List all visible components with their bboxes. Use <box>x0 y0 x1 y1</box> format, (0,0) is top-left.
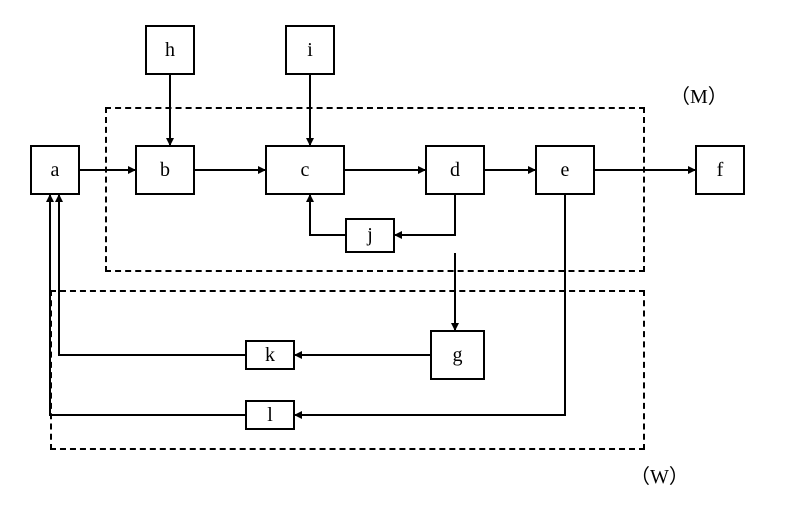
node-k: k <box>245 340 295 370</box>
group-w <box>50 290 645 450</box>
node-f: f <box>695 145 745 195</box>
node-j-label: j <box>367 224 373 247</box>
node-l-label: l <box>267 404 273 427</box>
node-h-label: h <box>165 39 175 62</box>
node-h: h <box>145 25 195 75</box>
node-d: d <box>425 145 485 195</box>
node-e: e <box>535 145 595 195</box>
node-a: a <box>30 145 80 195</box>
node-d-label: d <box>450 159 460 182</box>
node-b: b <box>135 145 195 195</box>
diagram-canvas: （M） （W） a b c d e f g h i j k l <box>0 0 800 507</box>
node-i-label: i <box>307 39 313 62</box>
node-c-label: c <box>301 159 310 182</box>
node-g: g <box>430 330 485 380</box>
node-e-label: e <box>561 159 570 182</box>
group-w-label: （W） <box>630 460 689 489</box>
node-b-label: b <box>160 159 170 182</box>
node-f-label: f <box>717 159 724 182</box>
node-l: l <box>245 400 295 430</box>
node-g-label: g <box>453 344 463 367</box>
node-i: i <box>285 25 335 75</box>
node-j: j <box>345 218 395 253</box>
node-c: c <box>265 145 345 195</box>
node-k-label: k <box>265 344 275 367</box>
node-a-label: a <box>51 159 60 182</box>
group-m-label: （M） <box>670 80 728 109</box>
